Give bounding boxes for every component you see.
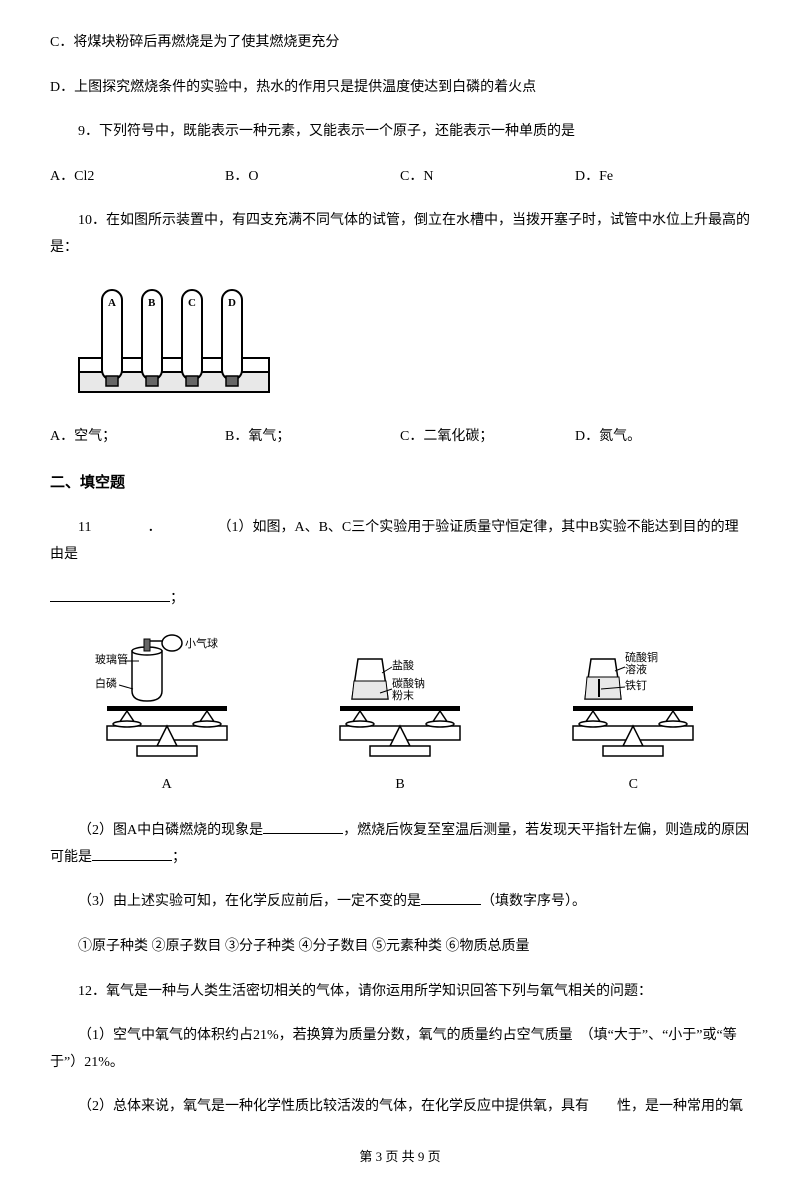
- option-c: C．将煤块粉碎后再燃烧是为了使其燃烧更充分: [50, 30, 750, 57]
- label-solution: 溶液: [625, 662, 647, 676]
- q11-3-a: （3）由上述实验可知，在化学反应前后，一定不变的是: [78, 894, 421, 909]
- q10-opt-c: C．二氧化碳；: [400, 424, 575, 451]
- svg-text:A: A: [108, 297, 116, 309]
- balance-b: 盐酸 碳酸钠 粉末 B: [310, 631, 490, 798]
- q9-options: A．Cl2 B．O C．N D．Fe: [50, 164, 750, 191]
- label-powder: 粉末: [392, 688, 414, 702]
- q10-opt-b: B．氧气；: [225, 424, 400, 451]
- question-11-2: （2）图A中白磷燃烧的现象是，燃烧后恢复至室温后测量，若发现天平指针左偏，则造成…: [50, 818, 750, 871]
- blank-input[interactable]: [263, 818, 343, 834]
- q11-text: 11 ． （1）如图，A、B、C三个实验用于验证质量守恒定律，其中B实验不能达到…: [50, 520, 739, 562]
- balance-c: 硫酸铜 溶液 铁钉 C: [543, 631, 723, 798]
- label-na2co3: 碳酸钠: [392, 676, 425, 690]
- test-tube-diagram: A B C D: [74, 280, 750, 411]
- question-12-2: （2）总体来说，氧气是一种化学性质比较活泼的气体，在化学反应中提供氧，具有 性，…: [50, 1094, 750, 1121]
- blank-input[interactable]: [92, 845, 172, 861]
- q11-2-a: （2）图A中白磷燃烧的现象是: [78, 823, 263, 838]
- question-11-1-blank: ；: [50, 586, 750, 613]
- label-iron: 铁钉: [625, 679, 647, 692]
- svg-text:C: C: [188, 297, 196, 309]
- section-2-title: 二、填空题: [50, 469, 750, 498]
- option-d: D．上图探究燃烧条件的实验中，热水的作用只是提供温度使达到白磷的着火点: [50, 75, 750, 102]
- q11-3-b: （填数字序号）。: [481, 894, 586, 909]
- question-11-1: 11 ． （1）如图，A、B、C三个实验用于验证质量守恒定律，其中B实验不能达到…: [50, 515, 750, 568]
- q9-opt-d: D．Fe: [575, 164, 750, 191]
- question-9: 9．下列符号中，既能表示一种元素，又能表示一个原子，还能表示一种单质的是: [50, 119, 750, 146]
- svg-text:B: B: [148, 297, 156, 309]
- question-12-1: （1）空气中氧气的体积约占21%，若换算为质量分数，氧气的质量约占空气质量 （填…: [50, 1023, 750, 1076]
- q10-opt-a: A．空气；: [50, 424, 225, 451]
- balance-b-label: B: [310, 772, 490, 799]
- label-glass-tube: 玻璃管: [95, 652, 128, 666]
- blank-input[interactable]: [50, 586, 170, 602]
- question-12: 12．氧气是一种与人类生活密切相关的气体，请你运用所学知识回答下列与氧气相关的问…: [50, 979, 750, 1006]
- q11-2-c: ；: [172, 850, 186, 865]
- semicolon: ；: [170, 591, 184, 606]
- balance-a: 玻璃管 白磷 小气球 A: [77, 631, 257, 798]
- svg-text:D: D: [228, 297, 236, 309]
- q9-opt-b: B．O: [225, 164, 400, 191]
- label-white-p: 白磷: [95, 676, 117, 690]
- question-11-4: ①原子种类 ②原子数目 ③分子种类 ④分子数目 ⑤元素种类 ⑥物质总质量: [50, 934, 750, 961]
- balance-c-label: C: [543, 772, 723, 799]
- question-10: 10．在如图所示装置中，有四支充满不同气体的试管，倒立在水槽中，当拨开塞子时，试…: [50, 208, 750, 261]
- label-balloon: 小气球: [185, 636, 218, 650]
- question-11-3: （3）由上述实验可知，在化学反应前后，一定不变的是 （填数字序号）。: [50, 889, 750, 916]
- q9-opt-c: C．N: [400, 164, 575, 191]
- label-hcl: 盐酸: [392, 658, 414, 672]
- q10-options: A．空气； B．氧气； C．二氧化碳； D．氮气。: [50, 424, 750, 451]
- blank-input[interactable]: [421, 889, 481, 905]
- balance-diagrams: 玻璃管 白磷 小气球 A 盐酸 碳酸钠 粉末 B: [50, 631, 750, 798]
- page-footer: 第 3 页 共 9 页: [50, 1145, 750, 1170]
- q9-opt-a: A．Cl2: [50, 164, 225, 191]
- label-cuso4: 硫酸铜: [625, 650, 658, 664]
- balance-a-label: A: [77, 772, 257, 799]
- q10-opt-d: D．氮气。: [575, 424, 750, 451]
